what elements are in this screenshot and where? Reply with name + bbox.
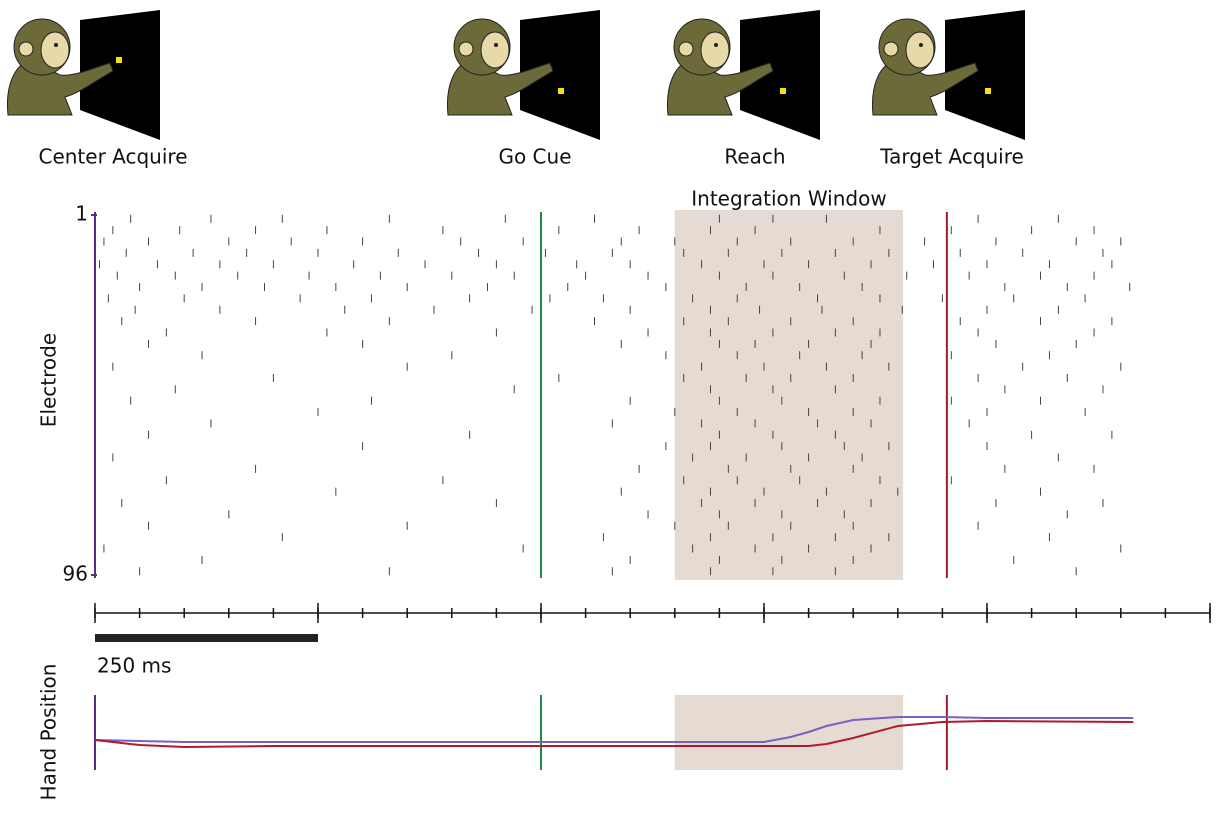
y-tick-label: 1 <box>75 202 88 226</box>
window-label: Integration Window <box>691 187 886 211</box>
scale-bar-label: 250 ms <box>97 654 171 678</box>
y-axis-label: Electrode <box>37 333 61 427</box>
icon <box>7 10 160 140</box>
cursor <box>558 88 564 94</box>
cursor <box>985 88 991 94</box>
figure: Electrode Hand Position Center Acquire Go… <box>0 0 1222 815</box>
event-label: Reach <box>724 145 785 169</box>
y-tick-label: 96 <box>63 562 88 586</box>
event-label: Go Cue <box>498 145 571 169</box>
integration-window <box>675 210 903 580</box>
icon <box>447 10 600 140</box>
event-label: Target Acquire <box>879 145 1024 169</box>
event-label: Center Acquire <box>38 145 187 169</box>
cursor <box>780 88 786 94</box>
integration-window <box>675 695 903 770</box>
scale-bar <box>95 634 318 642</box>
cursor <box>116 57 122 63</box>
icon <box>872 10 1025 140</box>
task-icons <box>7 10 1025 140</box>
hand-trace <box>95 721 1133 747</box>
y-axis-label: Hand Position <box>37 664 61 801</box>
icon <box>667 10 820 140</box>
